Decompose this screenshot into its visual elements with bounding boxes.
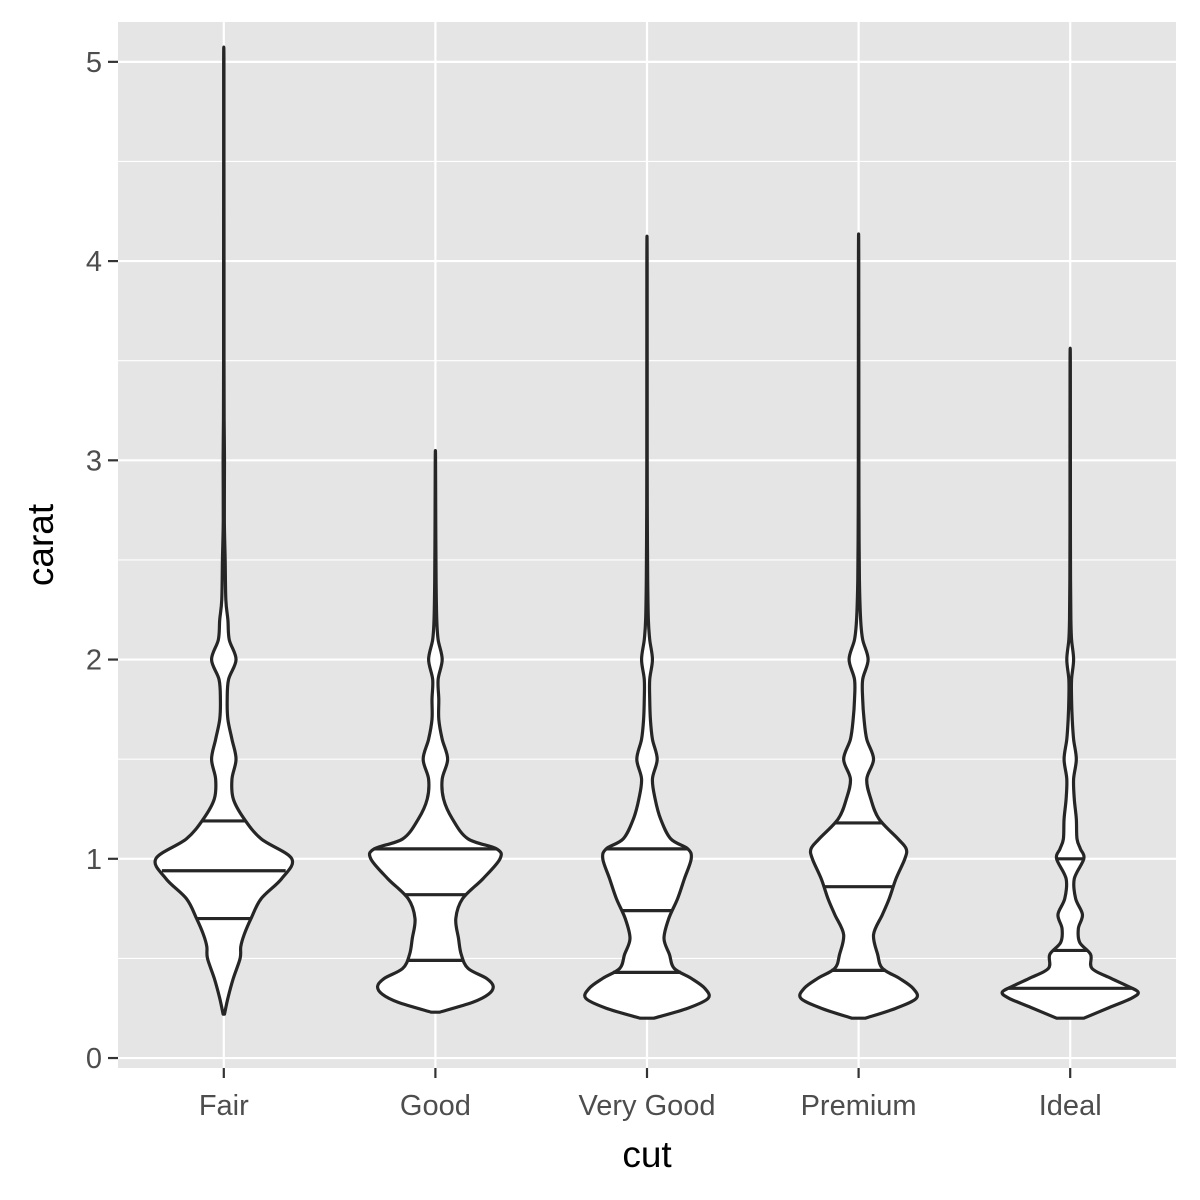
y-axis-title: carat	[20, 503, 61, 586]
y-axis: 0 1 2 3 4 5	[86, 47, 118, 1075]
violin-good	[367, 449, 503, 1014]
violins	[153, 45, 1140, 1020]
x-tick-label: Good	[400, 1090, 471, 1122]
violin-body	[1000, 346, 1140, 1020]
violin-fair	[153, 45, 295, 1016]
x-tick-label: Very Good	[578, 1090, 715, 1122]
violin-body	[583, 234, 711, 1020]
violin-very-good	[583, 234, 711, 1020]
violin-body	[153, 45, 295, 1016]
y-tick-label: 5	[86, 47, 102, 79]
x-tick-label: Fair	[199, 1090, 249, 1122]
y-tick-label: 3	[86, 445, 102, 477]
violin-ideal	[1000, 346, 1140, 1020]
violin-premium	[798, 232, 920, 1020]
y-tick-label: 2	[86, 645, 102, 677]
x-axis-title: cut	[622, 1134, 672, 1175]
violin-body	[798, 232, 920, 1020]
y-tick-label: 1	[86, 844, 102, 876]
y-tick-label: 4	[86, 246, 102, 278]
x-axis: Fair Good Very Good Premium Ideal	[199, 1068, 1102, 1122]
x-tick-label: Premium	[801, 1090, 917, 1122]
x-tick-label: Ideal	[1039, 1090, 1102, 1122]
violin-body	[367, 449, 503, 1014]
y-tick-label: 0	[86, 1043, 102, 1075]
